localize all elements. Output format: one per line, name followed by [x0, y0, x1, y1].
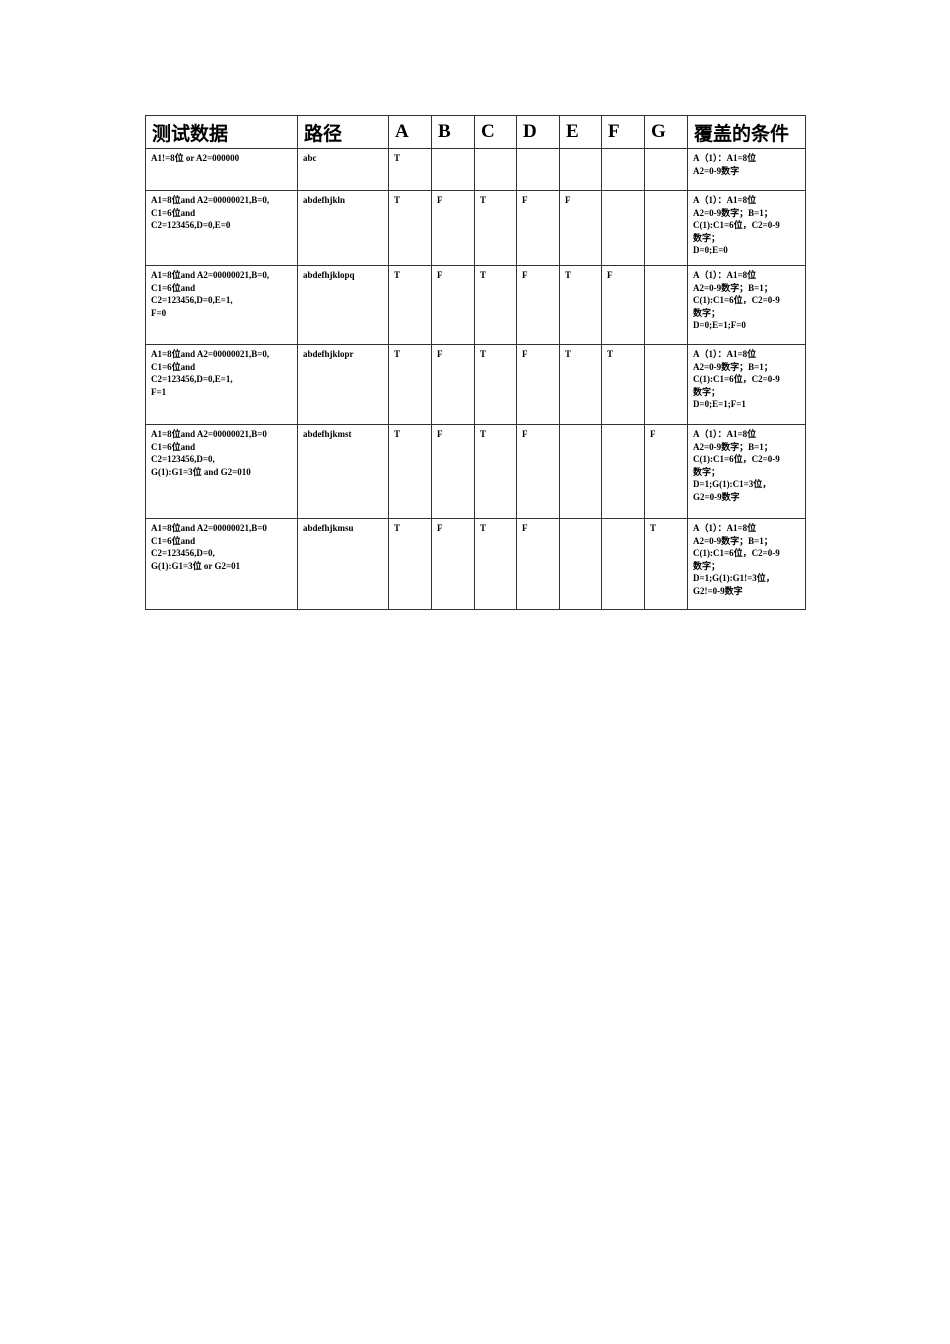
table-cell: T — [559, 344, 602, 425]
table-cell: abdefhjklopq — [297, 265, 389, 345]
table-row: A1!=8位 or A2=000000 abc T A（1）：A1=8位 A2=0-9… — [145, 148, 806, 191]
table-cell — [601, 148, 645, 191]
table-cell: A（1）：A1=8位 A2=0-9数字 — [687, 148, 806, 191]
table-cell: T — [474, 190, 517, 266]
table-cell: abc — [297, 148, 389, 191]
column-header: E — [559, 115, 602, 149]
table-cell: A（1）：A1=8位 A2=0-9数字；B=1； C(1):C1=6位，C2=0… — [687, 190, 806, 266]
table-cell: F — [431, 190, 475, 266]
column-header: G — [644, 115, 688, 149]
table-cell: T — [474, 265, 517, 345]
table-cell: A1=8位and A2=00000021,B=0, C1=6位and C2=12… — [145, 344, 298, 425]
table-row: A1=8位and A2=00000021,B=0, C1=6位and C2=12… — [145, 265, 806, 345]
table-cell — [644, 190, 688, 266]
table-cell: A（1）：A1=8位 A2=0-9数字；B=1； C(1):C1=6位，C2=0… — [687, 424, 806, 519]
table-cell: T — [644, 518, 688, 610]
column-header: 路径 — [297, 115, 389, 149]
table-cell: T — [474, 424, 517, 519]
table-cell — [474, 148, 517, 191]
table-cell — [516, 148, 560, 191]
table-cell: F — [516, 424, 560, 519]
table-cell: F — [431, 344, 475, 425]
column-header: A — [388, 115, 432, 149]
table-cell: A（1）：A1=8位 A2=0-9数字；B=1； C(1):C1=6位，C2=0… — [687, 518, 806, 610]
table-cell: F — [431, 424, 475, 519]
column-header: 测试数据 — [145, 115, 298, 149]
table-cell: F — [559, 190, 602, 266]
table-cell: abdefhjklopr — [297, 344, 389, 425]
table-cell: F — [516, 518, 560, 610]
table-cell: A1=8位and A2=00000021,B=0 C1=6位and C2=123… — [145, 518, 298, 610]
table-cell — [644, 344, 688, 425]
column-header: F — [601, 115, 645, 149]
table-cell — [601, 424, 645, 519]
table-cell: abdefhjkln — [297, 190, 389, 266]
table-row: A1=8位and A2=00000021,B=0 C1=6位and C2=123… — [145, 424, 806, 519]
table-cell: T — [474, 344, 517, 425]
table-cell: T — [388, 344, 432, 425]
table-cell: abdefhjkmsu — [297, 518, 389, 610]
column-header: C — [474, 115, 517, 149]
table-cell: A（1）：A1=8位 A2=0-9数字；B=1； C(1):C1=6位，C2=0… — [687, 265, 806, 345]
test-case-table: 测试数据 路径 A B C D E F G 覆盖的条件 A1!=8位 or A2=000000 ab… — [145, 115, 806, 610]
table-cell: T — [474, 518, 517, 610]
table-cell: F — [516, 265, 560, 345]
column-header: B — [431, 115, 475, 149]
table-cell: A（1）：A1=8位 A2=0-9数字；B=1； C(1):C1=6位，C2=0… — [687, 344, 806, 425]
table-cell: T — [388, 190, 432, 266]
table-cell — [644, 265, 688, 345]
table-cell: A1=8位and A2=00000021,B=0, C1=6位and C2=12… — [145, 265, 298, 345]
column-header: D — [516, 115, 560, 149]
table-row: A1=8位and A2=00000021,B=0, C1=6位and C2=12… — [145, 344, 806, 425]
table-cell — [644, 148, 688, 191]
table-cell: T — [388, 518, 432, 610]
table-cell: T — [388, 148, 432, 191]
table-cell — [559, 148, 602, 191]
table-cell: abdefhjkmst — [297, 424, 389, 519]
table-cell: F — [431, 265, 475, 345]
column-header: 覆盖的条件 — [687, 115, 806, 149]
table-row: A1=8位and A2=00000021,B=0 C1=6位and C2=123… — [145, 518, 806, 610]
table-cell: F — [601, 265, 645, 345]
table-cell: T — [388, 424, 432, 519]
table-cell: F — [644, 424, 688, 519]
table-cell: A1!=8位 or A2=000000 — [145, 148, 298, 191]
table-cell — [601, 190, 645, 266]
table-cell: T — [388, 265, 432, 345]
table-cell — [601, 518, 645, 610]
table-cell: F — [431, 518, 475, 610]
table-cell: T — [601, 344, 645, 425]
table-cell — [559, 518, 602, 610]
table-cell: A1=8位and A2=00000021,B=0 C1=6位and C2=123… — [145, 424, 298, 519]
header-row: 测试数据 路径 A B C D E F G 覆盖的条件 — [145, 115, 806, 149]
table-cell — [559, 424, 602, 519]
table-row: A1=8位and A2=00000021,B=0, C1=6位and C2=12… — [145, 190, 806, 266]
table-cell: F — [516, 344, 560, 425]
table-cell: A1=8位and A2=00000021,B=0, C1=6位and C2=12… — [145, 190, 298, 266]
table-cell — [431, 148, 475, 191]
table-cell: F — [516, 190, 560, 266]
table-cell: T — [559, 265, 602, 345]
